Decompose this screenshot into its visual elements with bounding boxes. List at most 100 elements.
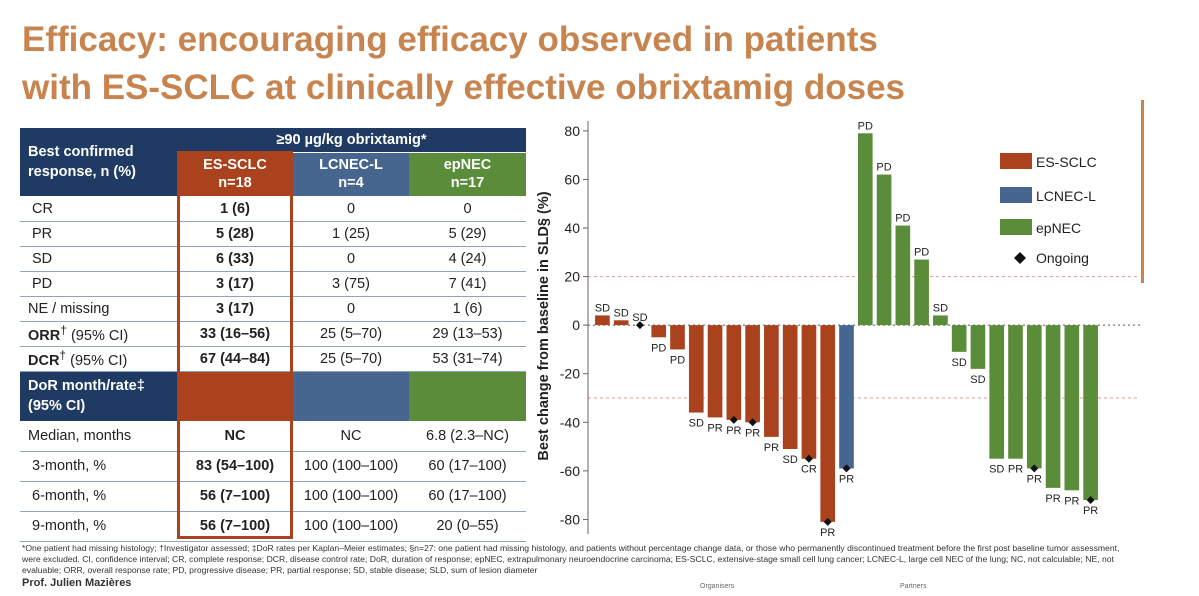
accent-stripe bbox=[1141, 100, 1144, 283]
bar bbox=[707, 325, 723, 418]
slide-title: Efficacy: encouraging efficacy observed … bbox=[22, 16, 1122, 112]
table-row: Median, months NC NC 6.8 (2.3–NC) bbox=[20, 421, 527, 452]
cell-es: 56 (7–100) bbox=[177, 511, 293, 542]
bar bbox=[1083, 325, 1098, 500]
bar-label: PR bbox=[1008, 464, 1023, 476]
cell-ep: 7 (41) bbox=[409, 271, 527, 297]
orr-label: ORR bbox=[28, 327, 61, 344]
cell-es: 5 (28) bbox=[177, 221, 293, 247]
dcr-sup: † bbox=[59, 348, 67, 363]
cell-es: 67 (44–84) bbox=[177, 346, 293, 372]
cell-ep: 60 (17–100) bbox=[409, 481, 527, 512]
bar-label: PD bbox=[670, 354, 685, 366]
table-row: NE / missing 3 (17) 0 1 (6) bbox=[20, 296, 527, 322]
row-label-orr: ORR† (95% CI) bbox=[20, 321, 177, 347]
cell-es: 6 (33) bbox=[177, 246, 293, 272]
bar bbox=[895, 225, 911, 326]
cell-es: 83 (54–100) bbox=[177, 451, 293, 482]
bar bbox=[688, 325, 704, 413]
row-label: 9-month, % bbox=[20, 511, 177, 542]
cell-es: 3 (17) bbox=[177, 271, 293, 297]
y-tick-label: 40 bbox=[564, 220, 580, 236]
ongoing-marker bbox=[842, 464, 851, 473]
waterfall-chart-svg: Best change from baseline in SLD§ (%) 80… bbox=[536, 120, 1140, 539]
bar bbox=[820, 325, 836, 522]
bar-label: SD bbox=[632, 312, 647, 324]
cell-lc: 0 bbox=[293, 296, 409, 322]
cell-es: 1 (6) bbox=[177, 196, 293, 222]
bar-label: PR bbox=[1064, 495, 1079, 507]
dor-band-lc bbox=[293, 371, 409, 422]
bar-label: PR bbox=[764, 442, 779, 454]
bar-label: SD bbox=[689, 418, 704, 430]
ongoing-marker bbox=[748, 418, 757, 427]
y-axis-title: Best change from baseline in SLD§ (%) bbox=[536, 191, 552, 460]
cell-ep: 1 (6) bbox=[409, 296, 527, 322]
bar bbox=[951, 325, 967, 352]
cell-es: NC bbox=[177, 421, 293, 452]
table-row-orr: ORR† (95% CI) 33 (16–56) 25 (5–70) 29 (1… bbox=[20, 321, 527, 347]
legend-ongoing-marker bbox=[1014, 252, 1026, 264]
cell-lc: 100 (100–100) bbox=[293, 481, 409, 512]
col-header-epnec: epNEC n=17 bbox=[409, 152, 527, 197]
bar bbox=[726, 325, 742, 420]
row-header: Best confirmed response, n (%) bbox=[20, 128, 177, 197]
cell-ep: 6.8 (2.3–NC) bbox=[409, 421, 527, 452]
row-label: SD bbox=[20, 246, 177, 272]
cell-ep: 53 (31–74) bbox=[409, 346, 527, 372]
dor-header-line1: DoR month/rate‡ bbox=[28, 378, 145, 394]
cell-ep: 60 (17–100) bbox=[409, 451, 527, 482]
bar bbox=[1008, 325, 1023, 459]
bar-label: PR bbox=[820, 527, 835, 539]
bar bbox=[876, 174, 892, 326]
bar bbox=[651, 325, 667, 338]
orr-ci: (95% CI) bbox=[66, 327, 129, 344]
bar-label: PD bbox=[914, 247, 929, 259]
ongoing-marker bbox=[1086, 496, 1095, 504]
bar bbox=[801, 325, 817, 459]
dor-header: DoR month/rate‡ (95% CI) bbox=[20, 371, 177, 422]
bar-label: PR bbox=[1083, 505, 1098, 517]
table-row: CR 1 (6) 0 0 bbox=[20, 196, 527, 222]
bar-label: PD bbox=[651, 342, 666, 354]
cell-es: 33 (16–56) bbox=[177, 321, 293, 347]
cell-lc: NC bbox=[293, 421, 409, 452]
ongoing-marker bbox=[804, 454, 813, 463]
cell-lc: 0 bbox=[293, 196, 409, 222]
cell-lc: 100 (100–100) bbox=[293, 511, 409, 542]
row-header-line1: Best confirmed bbox=[28, 143, 134, 160]
legend-label: epNEC bbox=[1036, 220, 1081, 236]
table-row: 3-month, % 83 (54–100) 100 (100–100) 60 … bbox=[20, 451, 527, 482]
bar-label: PR bbox=[726, 425, 741, 437]
bar bbox=[933, 315, 948, 326]
bar bbox=[745, 325, 760, 423]
bar-label: PD bbox=[876, 162, 891, 174]
bar-label: PR bbox=[1045, 493, 1060, 505]
bar-label: SD bbox=[989, 464, 1004, 476]
cell-lc: 25 (5–70) bbox=[293, 346, 409, 372]
table-row-dcr: DCR† (95% CI) 67 (44–84) 25 (5–70) 53 (3… bbox=[20, 346, 527, 372]
bar-label: SD bbox=[783, 454, 798, 466]
col-header-lcnec-l: LCNEC-L n=4 bbox=[293, 152, 409, 197]
table-row: PR 5 (28) 1 (25) 5 (29) bbox=[20, 221, 527, 247]
y-tick-label: 60 bbox=[564, 171, 580, 187]
dor-band-ep bbox=[409, 371, 527, 422]
legend-swatch bbox=[1000, 219, 1032, 235]
dose-header: ≥90 µg/kg obrixtamig* bbox=[177, 128, 527, 153]
cell-ep: 0 bbox=[409, 196, 527, 222]
bar bbox=[914, 259, 929, 326]
bar bbox=[970, 325, 986, 369]
orr-sup: † bbox=[60, 323, 67, 338]
col-n: n=4 bbox=[338, 175, 364, 191]
y-axis: 80 60 40 20 0 -20 -40 -60 -80 bbox=[560, 121, 589, 534]
waterfall-chart: Best change from baseline in SLD§ (%) 80… bbox=[528, 96, 1148, 546]
cell-lc: 3 (75) bbox=[293, 271, 409, 297]
row-label: 6-month, % bbox=[20, 481, 177, 512]
ongoing-marker bbox=[823, 517, 832, 526]
bar-label: PR bbox=[745, 427, 760, 439]
bar bbox=[1064, 325, 1080, 491]
bar bbox=[989, 325, 1005, 459]
bar-label: SD bbox=[614, 307, 629, 319]
bar-label: SD bbox=[933, 302, 948, 314]
